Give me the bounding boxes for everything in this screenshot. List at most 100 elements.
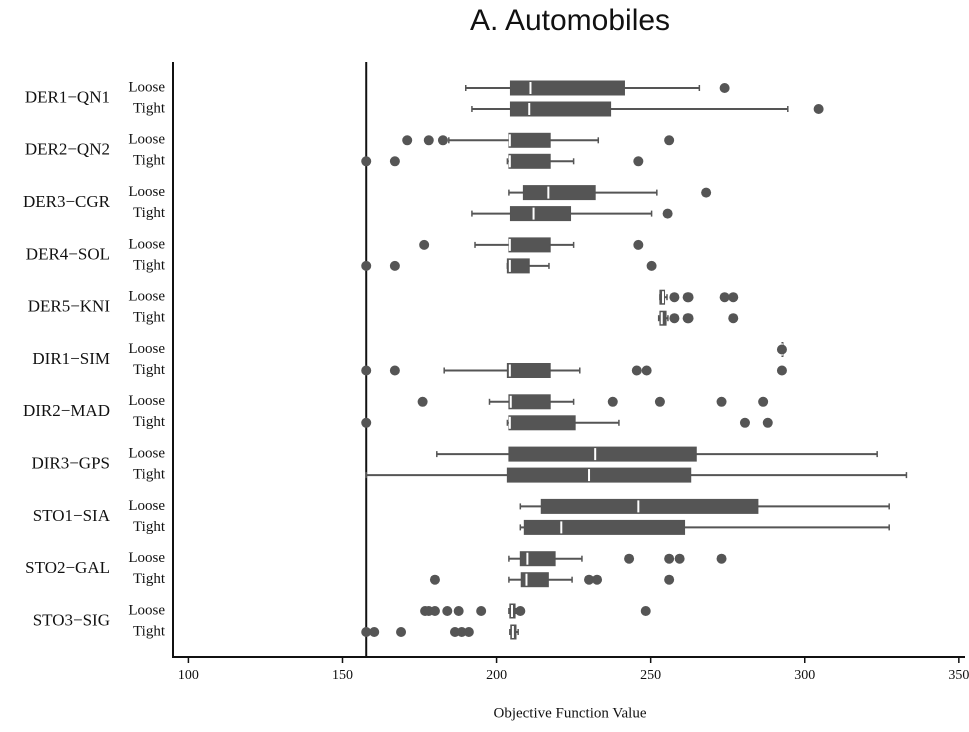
box: [508, 446, 697, 462]
outlier: [631, 365, 642, 376]
outlier: [716, 396, 727, 407]
condition-label: Tight: [133, 100, 166, 116]
group-label: DIR1−SIM: [32, 349, 110, 368]
x-tick-label: 150: [332, 668, 353, 683]
outlier: [633, 239, 644, 250]
outlier: [701, 187, 712, 198]
outlier: [664, 135, 675, 146]
x-tick-label: 300: [794, 668, 815, 683]
condition-label: Tight: [133, 257, 166, 273]
outlier: [664, 574, 675, 585]
condition-label: Tight: [133, 623, 166, 639]
box: [508, 153, 551, 169]
outlier: [437, 135, 448, 146]
outlier: [463, 627, 474, 637]
condition-label: Tight: [133, 519, 166, 535]
outlier: [641, 365, 652, 376]
outlier: [607, 396, 618, 407]
box: [520, 572, 549, 588]
outlier: [762, 417, 773, 428]
outlier: [361, 365, 372, 376]
outlier: [442, 606, 453, 616]
outlier: [429, 574, 440, 585]
box: [519, 551, 556, 567]
x-tick-label: 200: [486, 668, 507, 683]
box: [506, 258, 530, 274]
outlier: [453, 606, 464, 616]
condition-label: Loose: [128, 550, 165, 566]
condition-label: Tight: [133, 362, 166, 378]
outlier: [361, 156, 372, 167]
box: [506, 363, 551, 378]
outlier: [664, 553, 675, 564]
condition-label: Loose: [128, 289, 165, 305]
x-axis-label: Objective Function Value: [493, 705, 646, 721]
outlier: [624, 553, 635, 564]
condition-label: Tight: [133, 153, 166, 169]
outlier: [456, 627, 467, 637]
group-label: DER2−QN2: [25, 140, 110, 159]
x-tick-label: 350: [948, 668, 969, 683]
outlier: [417, 396, 428, 407]
outlier: [813, 104, 824, 114]
condition-label: Tight: [133, 205, 166, 221]
outlier: [758, 396, 769, 407]
condition-label: Loose: [128, 184, 165, 200]
group-label: STO1−SIA: [33, 506, 111, 525]
outlier: [669, 292, 680, 303]
outlier: [429, 606, 440, 616]
box: [659, 310, 667, 326]
outlier: [674, 553, 685, 564]
box: [506, 467, 692, 483]
box: [508, 132, 551, 148]
outlier: [361, 417, 372, 428]
condition-label: Loose: [128, 236, 165, 252]
box: [523, 519, 686, 535]
outlier: [369, 627, 380, 637]
outlier: [389, 260, 400, 271]
outlier: [396, 627, 407, 637]
condition-label: Loose: [128, 446, 165, 462]
x-tick-label: 250: [640, 668, 661, 683]
condition-label: Loose: [128, 602, 165, 618]
box: [509, 206, 572, 222]
outlier: [654, 396, 665, 407]
condition-label: Tight: [133, 310, 166, 326]
group-label: STO3−SIG: [33, 610, 110, 629]
box: [508, 394, 551, 410]
box: [522, 185, 596, 201]
outlier: [719, 83, 730, 93]
outlier: [423, 135, 434, 146]
outlier: [389, 156, 400, 167]
outlier: [592, 574, 603, 585]
group-label: DIR2−MAD: [23, 401, 110, 420]
outlier: [361, 627, 372, 637]
box: [540, 498, 759, 514]
condition-label: Loose: [128, 393, 165, 409]
outlier: [361, 260, 372, 271]
group-label: DER4−SOL: [26, 244, 110, 263]
outlier: [719, 292, 730, 303]
outlier: [683, 313, 694, 324]
condition-label: Loose: [128, 79, 165, 95]
box: [508, 237, 551, 253]
outlier: [728, 292, 739, 303]
group-label: DER3−CGR: [23, 192, 111, 211]
outlier: [716, 553, 727, 564]
condition-label: Tight: [133, 571, 166, 587]
outlier: [515, 606, 526, 616]
group-label: DIR3−GPS: [31, 454, 110, 473]
condition-label: Tight: [133, 467, 166, 483]
outlier: [646, 260, 657, 271]
outlier: [662, 208, 673, 219]
group-label: STO2−GAL: [25, 558, 110, 577]
outlier: [584, 574, 595, 585]
outlier: [683, 292, 694, 303]
outlier: [776, 365, 787, 376]
condition-label: Loose: [128, 132, 165, 148]
chart-title: A. Automobiles: [470, 4, 670, 37]
outlier: [633, 156, 644, 167]
outlier: [419, 239, 430, 250]
box: [508, 415, 576, 431]
